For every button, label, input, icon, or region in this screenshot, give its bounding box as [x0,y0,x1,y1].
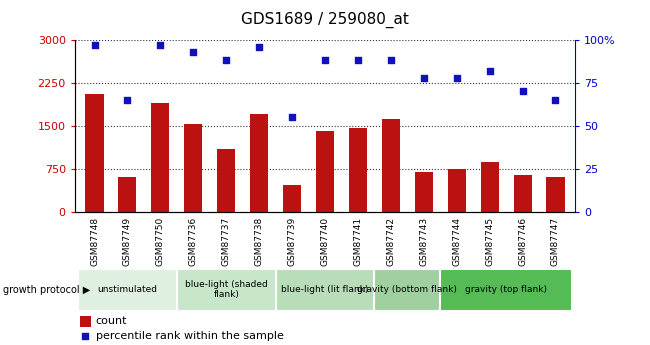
Text: GSM87736: GSM87736 [188,217,198,266]
Point [517,89,528,94]
Text: GSM87743: GSM87743 [419,217,428,266]
Bar [440,269,572,310]
Point [80,333,90,338]
Text: GSM87748: GSM87748 [90,217,99,266]
Point [254,44,265,49]
Text: growth protocol ▶: growth protocol ▶ [3,285,90,295]
Text: blue-light (shaded
flank): blue-light (shaded flank) [185,280,268,299]
Point [385,58,396,63]
Text: GSM87737: GSM87737 [222,217,231,266]
Point [287,115,297,120]
Bar [480,161,499,212]
Bar [151,103,170,212]
Text: count: count [96,316,127,326]
Bar [78,269,177,310]
Bar [349,128,367,212]
Point [221,58,231,63]
Text: GSM87739: GSM87739 [287,217,296,266]
Text: GSM87740: GSM87740 [320,217,330,266]
Bar [184,124,202,212]
Text: gravity (top flank): gravity (top flank) [465,285,547,294]
Text: GSM87746: GSM87746 [518,217,527,266]
Point [89,42,99,48]
Bar [85,94,103,212]
Bar [514,175,532,212]
Bar [316,130,334,212]
Point [122,97,133,103]
Text: gravity (bottom flank): gravity (bottom flank) [358,285,457,294]
Bar [276,269,374,310]
Text: GSM87749: GSM87749 [123,217,132,266]
Point [452,75,462,80]
Text: GSM87745: GSM87745 [485,217,494,266]
Point [320,58,330,63]
Text: percentile rank within the sample: percentile rank within the sample [96,331,283,341]
Bar [118,177,136,212]
Bar [250,115,268,212]
Text: GSM87738: GSM87738 [255,217,264,266]
Bar [217,149,235,212]
Point [353,58,363,63]
Point [188,49,198,55]
Point [155,42,166,48]
Bar [177,269,276,310]
Text: GSM87744: GSM87744 [452,217,462,266]
Point [484,68,495,73]
Bar [415,172,433,212]
Text: GDS1689 / 259080_at: GDS1689 / 259080_at [241,12,409,28]
Text: GSM87750: GSM87750 [156,217,165,266]
Bar [80,316,91,327]
Text: blue-light (lit flank): blue-light (lit flank) [281,285,369,294]
Point [419,75,429,80]
Bar [374,269,440,310]
Bar [382,119,400,212]
Bar [547,177,565,212]
Point [551,97,561,103]
Text: GSM87741: GSM87741 [354,217,363,266]
Bar [448,169,466,212]
Bar [283,185,301,212]
Text: GSM87747: GSM87747 [551,217,560,266]
Text: unstimulated: unstimulated [98,285,157,294]
Text: GSM87742: GSM87742 [386,217,395,266]
